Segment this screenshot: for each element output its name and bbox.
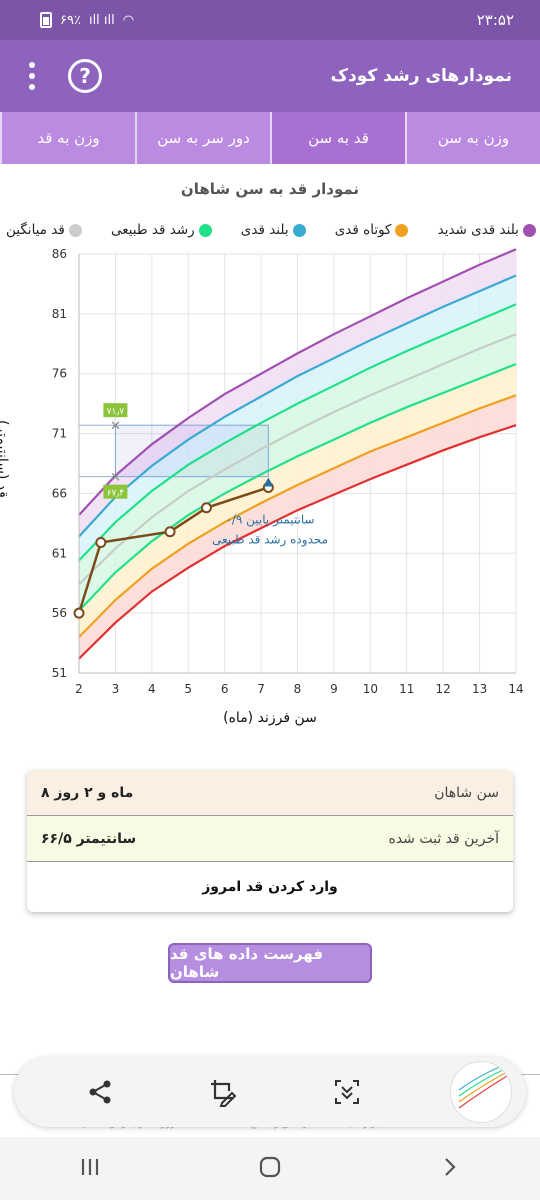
height-for-age-chart[interactable]: 2 3 4 5 6 7 8 9 10 11 12 13 145156616671768186✕✕۷۱٫۷… [0, 245, 540, 695]
wifi-icon: ◠ [122, 12, 135, 28]
age-label: سن شاهان [434, 784, 499, 801]
y-tick-label: 66 [52, 486, 67, 500]
legend-dot [395, 223, 409, 237]
x-tick-label: 11 [399, 682, 414, 695]
measurement-point [164, 526, 176, 538]
scroll-capture-icon[interactable] [327, 1072, 367, 1112]
x-tick-label: 8 [294, 682, 302, 695]
percentile-band [79, 395, 516, 659]
measurement-point [200, 502, 212, 514]
home-icon[interactable] [257, 1154, 283, 1184]
percentile-curve-green-low [78, 363, 517, 612]
x-tick-label: 5 [184, 682, 192, 695]
measurement-point [95, 537, 107, 549]
system-nav-bar [0, 1137, 540, 1200]
percentile-band [79, 364, 516, 638]
lower-bound-badge [103, 484, 128, 499]
summary-card: سن شاهان ۸ ماه و ۲ روز آخرین قد ثبت شده … [27, 770, 513, 912]
legend-item[interactable]: بلند قدی شدید [438, 222, 536, 238]
upper-bound-badge [103, 403, 128, 418]
signal-icon: ıll ıll [88, 12, 115, 28]
percentile-curve-median [78, 333, 517, 586]
normal-range-box [114, 424, 269, 478]
percentile-band [79, 249, 516, 537]
percentile-curve-green-high [78, 303, 517, 562]
last-height-value: ۶۶/۵ سانتیمتر [41, 830, 137, 847]
clock: ۲۳:۵۲ [476, 11, 514, 29]
measurement-point [73, 607, 85, 619]
legend-dot [198, 223, 212, 237]
legend-item[interactable]: قد میانگین [6, 222, 82, 238]
crop-edit-icon[interactable] [203, 1072, 243, 1112]
percentile-band [79, 304, 516, 585]
legend-dot [292, 223, 306, 237]
y-tick-label: 61 [52, 546, 67, 560]
back-icon[interactable] [438, 1155, 462, 1183]
legend-dot [68, 223, 82, 237]
percentile-curve-red [78, 424, 517, 660]
percentile-band [79, 275, 516, 561]
x-tick-label: 13 [472, 682, 487, 695]
height-list-button[interactable]: فهرست داده های قد شاهان [168, 943, 372, 983]
tab-weight-height[interactable]: وزن به قد [0, 112, 135, 164]
lower-bound-marker: ✕ [110, 471, 121, 486]
x-tick-label: 3 [112, 682, 120, 695]
y-tick-label: 71 [52, 427, 67, 441]
chart-title: نمودار قد به سن شاهان [180, 180, 360, 198]
battery-level: ۶۹٪ [60, 12, 81, 28]
recent-apps-icon[interactable] [78, 1155, 102, 1183]
tab-weight-age[interactable]: وزن به سن [405, 112, 540, 164]
status-bar: ۶۹٪ ıll ıll ◠ ۲۳:۵۲ [0, 0, 540, 40]
status-icons: ۶۹٪ ıll ıll ◠ [40, 12, 134, 28]
chart-legend: بلند قدی شدید کوتاه قدی بلند قدی رشد قد … [6, 222, 536, 238]
percentile-band [79, 334, 516, 611]
tab-head-age[interactable]: دور سر به سن [135, 112, 270, 164]
x-tick-label: 2 [75, 682, 83, 695]
upper-bound-marker: ✕ [110, 419, 121, 434]
help-icon[interactable]: ? [68, 59, 102, 93]
y-tick-label: 86 [52, 247, 67, 261]
percentile-curve-blue [78, 274, 517, 538]
share-icon[interactable] [80, 1072, 120, 1112]
y-tick-label: 81 [52, 307, 67, 321]
lower-bound-label: ۶۷٫۴ [107, 489, 125, 499]
latest-point-marker [263, 477, 274, 487]
y-tick-label: 51 [52, 666, 67, 680]
percentile-curve-orange [78, 394, 517, 638]
page-title: نمودارهای رشد کودک [330, 66, 512, 86]
x-tick-label: 10 [363, 682, 378, 695]
x-tick-label: 12 [436, 682, 451, 695]
more-options-icon[interactable] [20, 62, 44, 90]
annotation-line-1: ۰/۹ سانتیمتر پایین [225, 512, 314, 527]
x-tick-label: 7 [257, 682, 265, 695]
y-tick-label: 56 [52, 606, 67, 620]
percentile-curve-purple [78, 248, 517, 516]
x-axis-label: سن فرزند (ماه) [223, 710, 317, 726]
upper-bound-label: ۷۱٫۷ [107, 407, 125, 417]
screenshot-toolbar [14, 1057, 526, 1127]
legend-item[interactable]: بلند قدی [241, 222, 306, 238]
legend-dot [522, 223, 536, 237]
annotation-line-2: محدوده رشد قد طبیعی [212, 532, 328, 547]
legend-item[interactable]: کوتاه قدی [335, 222, 409, 238]
x-tick-label: 14 [508, 682, 523, 695]
battery-icon [40, 12, 52, 28]
legend-item[interactable]: رشد قد طبیعی [111, 222, 212, 238]
y-tick-label: 76 [52, 367, 67, 381]
chart-tabs: وزن به سن قد به سن دور سر به سن وزن به ق… [0, 112, 540, 164]
x-tick-label: 9 [330, 682, 338, 695]
enter-height-button[interactable]: وارد کردن قد امروز [202, 879, 338, 895]
last-height-row: آخرین قد ثبت شده ۶۶/۵ سانتیمتر [27, 816, 513, 862]
app-bar: ? نمودارهای رشد کودک [0, 40, 540, 112]
y-axis-label: قد (سانتیمتر) [0, 420, 10, 498]
age-row: سن شاهان ۸ ماه و ۲ روز [27, 770, 513, 816]
last-height-label: آخرین قد ثبت شده [388, 830, 500, 847]
x-tick-label: 4 [148, 682, 156, 695]
tab-height-age[interactable]: قد به سن [270, 112, 405, 164]
age-value: ۸ ماه و ۲ روز [41, 784, 134, 801]
x-tick-label: 6 [221, 682, 229, 695]
screenshot-thumbnail[interactable] [449, 1061, 512, 1123]
